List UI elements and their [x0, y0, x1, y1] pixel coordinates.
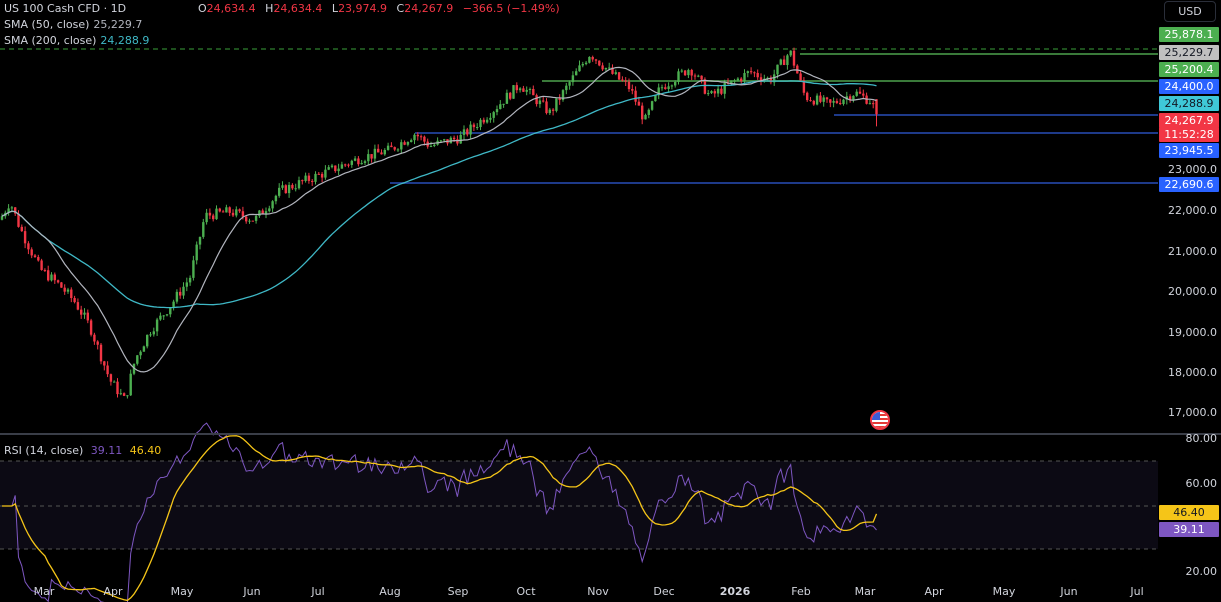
time-tick: Aug [379, 585, 401, 598]
price-tag: 25,878.1 [1159, 27, 1219, 42]
rsi-tag: 46.40 [1159, 505, 1219, 520]
price-tag: 24,400.0 [1159, 79, 1219, 94]
pane-divider[interactable] [0, 433, 1221, 435]
price-tick: 19,000.0 [1168, 326, 1217, 339]
price-tag: 24,267.9 [1159, 113, 1219, 128]
symbol-title[interactable]: US 100 Cash CFD · 1D [4, 2, 127, 15]
price-tag: 25,229.7 [1159, 45, 1219, 60]
time-tick: Apr [103, 585, 123, 598]
price-tick: 17,000.0 [1168, 406, 1217, 419]
time-tick: May [992, 585, 1016, 598]
sma200-value: 24,288.9 [100, 34, 150, 47]
time-tick: Jul [311, 585, 325, 598]
sma50-value: 25,229.7 [93, 18, 143, 31]
open-value: 24,634.4 [206, 2, 256, 15]
time-tick: Mar [33, 585, 55, 598]
time-tick: 2026 [719, 585, 751, 598]
time-tick: Jun [1060, 585, 1078, 598]
price-tick: 23,000.0 [1168, 163, 1217, 176]
price-tick: 21,000.0 [1168, 245, 1217, 258]
price-tag: 22,690.6 [1159, 177, 1219, 192]
time-tick: Apr [924, 585, 944, 598]
sma50-legend[interactable]: SMA (50, close) 25,229.7 [4, 18, 143, 31]
us-flag-event-icon[interactable] [870, 410, 890, 430]
price-tag: 25,200.4 [1159, 62, 1219, 77]
symbol-legend: US 100 Cash CFD · 1D [4, 2, 130, 16]
high-value: 24,634.4 [273, 2, 323, 15]
price-tick: 22,000.0 [1168, 204, 1217, 217]
time-tick: Jul [1130, 585, 1144, 598]
price-tag: 24,288.9 [1159, 96, 1219, 111]
rsi-value: 39.11 [90, 444, 123, 457]
ohlc-values: O24,634.4 H24,634.4 L23,974.9 C24,267.9 … [198, 2, 560, 15]
price-tag: 23,945.5 [1159, 143, 1219, 158]
time-tick: Dec [653, 585, 675, 598]
rsi-tick: 20.00 [1185, 565, 1218, 578]
time-tick: Feb [791, 585, 811, 598]
sma200-legend[interactable]: SMA (200, close) 24,288.9 [4, 34, 150, 47]
low-value: 23,974.9 [338, 2, 388, 15]
time-tick: Mar [854, 585, 876, 598]
price-tick: 18,000.0 [1168, 366, 1217, 379]
rsi-tick: 80.00 [1185, 432, 1218, 445]
price-tick: 20,000.0 [1168, 285, 1217, 298]
price-tag: 11:52:28 [1159, 127, 1219, 142]
time-tick: Sep [447, 585, 469, 598]
time-tick: Oct [516, 585, 536, 598]
rsi-legend[interactable]: RSI (14, close) 39.11 46.40 [4, 444, 162, 457]
rsi-tick: 60.00 [1185, 477, 1218, 490]
rsi-tag: 39.11 [1159, 522, 1219, 537]
close-value: 24,267.9 [404, 2, 454, 15]
time-tick: Nov [587, 585, 609, 598]
change-value: −366.5 (−1.49%) [462, 2, 560, 15]
time-tick: Jun [243, 585, 261, 598]
currency-button[interactable]: USD [1164, 1, 1216, 22]
rsi-ma-value: 46.40 [129, 444, 162, 457]
time-tick: May [170, 585, 194, 598]
